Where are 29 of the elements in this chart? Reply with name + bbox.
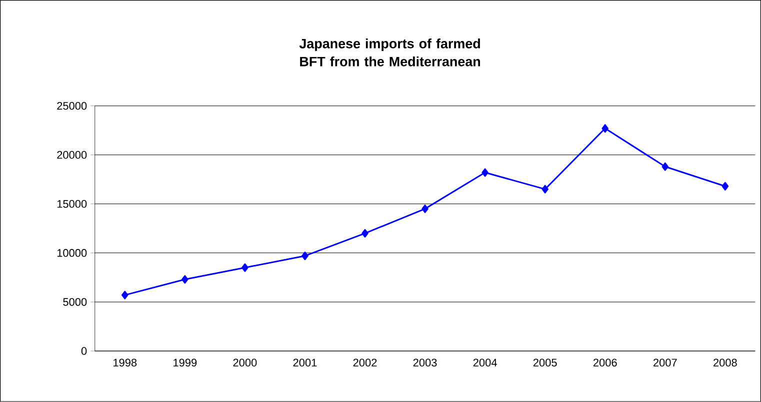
y-tick-label: 20000	[57, 151, 87, 159]
y-tick-label: 25000	[57, 102, 87, 110]
x-tick-label: 1999	[174, 358, 197, 367]
point	[422, 204, 428, 214]
point	[182, 275, 188, 284]
point	[302, 252, 308, 260]
point	[662, 162, 669, 171]
chart-title: Japanese imports of farmed BFT from the Mediterranean	[299, 38, 480, 66]
point	[722, 182, 729, 191]
point	[362, 229, 368, 238]
x-tick-label: 2002	[353, 358, 377, 367]
x-tick-label: 2008	[714, 358, 737, 367]
y-tick-label: 15000	[57, 200, 87, 208]
y-tick-label: 5000	[63, 298, 87, 306]
point	[602, 124, 608, 133]
x-tick-label: 2000	[233, 358, 257, 367]
x-tick-label: 1998	[114, 358, 137, 367]
point	[242, 263, 248, 272]
x-tick-label: 2005	[533, 358, 557, 367]
x-tick-label: 2006	[593, 358, 617, 367]
point	[542, 185, 548, 194]
x-tick-label: 2007	[654, 358, 677, 367]
x-tick-label: 2004	[473, 358, 497, 367]
point	[122, 290, 128, 300]
point	[482, 168, 488, 177]
y-tick-label: 0	[81, 347, 87, 355]
x-tick-label: 2001	[293, 358, 317, 367]
y-tick-label: 10000	[57, 249, 87, 257]
x-tick-label: 2003	[413, 358, 437, 367]
